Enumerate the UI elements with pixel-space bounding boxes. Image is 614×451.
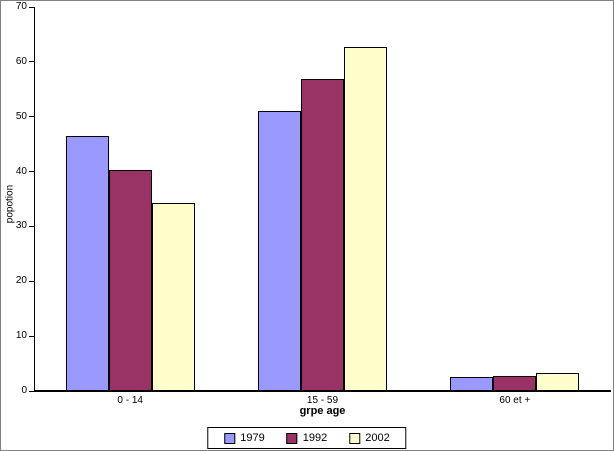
- y-axis-title: popotion: [4, 184, 16, 224]
- y-tick-label: 50: [15, 110, 27, 122]
- y-axis-tick: [29, 280, 34, 282]
- y-axis-tick: [29, 335, 34, 337]
- y-tick-label: 60: [15, 55, 27, 67]
- legend: 1979 1992 2002: [207, 427, 407, 449]
- y-axis-tick: [29, 61, 34, 63]
- y-tick-label: 70: [15, 1, 27, 12]
- y-axis-tick: [29, 171, 34, 173]
- legend-label: 1979: [240, 431, 265, 444]
- bar: [301, 78, 344, 391]
- y-axis-tick: [29, 6, 34, 8]
- bar: [493, 376, 537, 391]
- legend-label: 1992: [302, 431, 328, 444]
- bar: [344, 47, 387, 391]
- legend-item: 1979: [224, 431, 265, 444]
- x-axis-title: grpe age: [299, 405, 346, 417]
- y-tick-label: 0: [21, 385, 27, 396]
- y-tick-label: 30: [15, 220, 27, 232]
- legend-label: 2002: [365, 431, 390, 444]
- y-axis-tick: [29, 116, 34, 118]
- legend-swatch-icon: [349, 432, 361, 444]
- bar: [108, 169, 152, 391]
- bar: [258, 110, 301, 391]
- x-category-label: 15 - 59: [306, 395, 339, 406]
- bar: [151, 203, 195, 391]
- bar: [536, 372, 580, 391]
- y-axis-tick: [29, 225, 34, 227]
- legend-item: 2002: [349, 431, 390, 444]
- legend-swatch-icon: [224, 432, 236, 444]
- y-axis-line: [34, 7, 35, 391]
- bar: [450, 377, 494, 391]
- y-tick-label: 40: [15, 165, 27, 177]
- y-tick-label: 10: [15, 330, 27, 342]
- x-category-label: 60 et +: [499, 395, 531, 406]
- x-category-label: 0 - 14: [117, 395, 143, 406]
- y-axis-tick: [29, 390, 34, 392]
- bar: [65, 136, 109, 391]
- x-axis-line: [34, 390, 611, 392]
- legend-swatch-icon: [286, 432, 298, 444]
- y-tick-label: 20: [15, 275, 27, 287]
- legend-item: 1992: [286, 431, 328, 444]
